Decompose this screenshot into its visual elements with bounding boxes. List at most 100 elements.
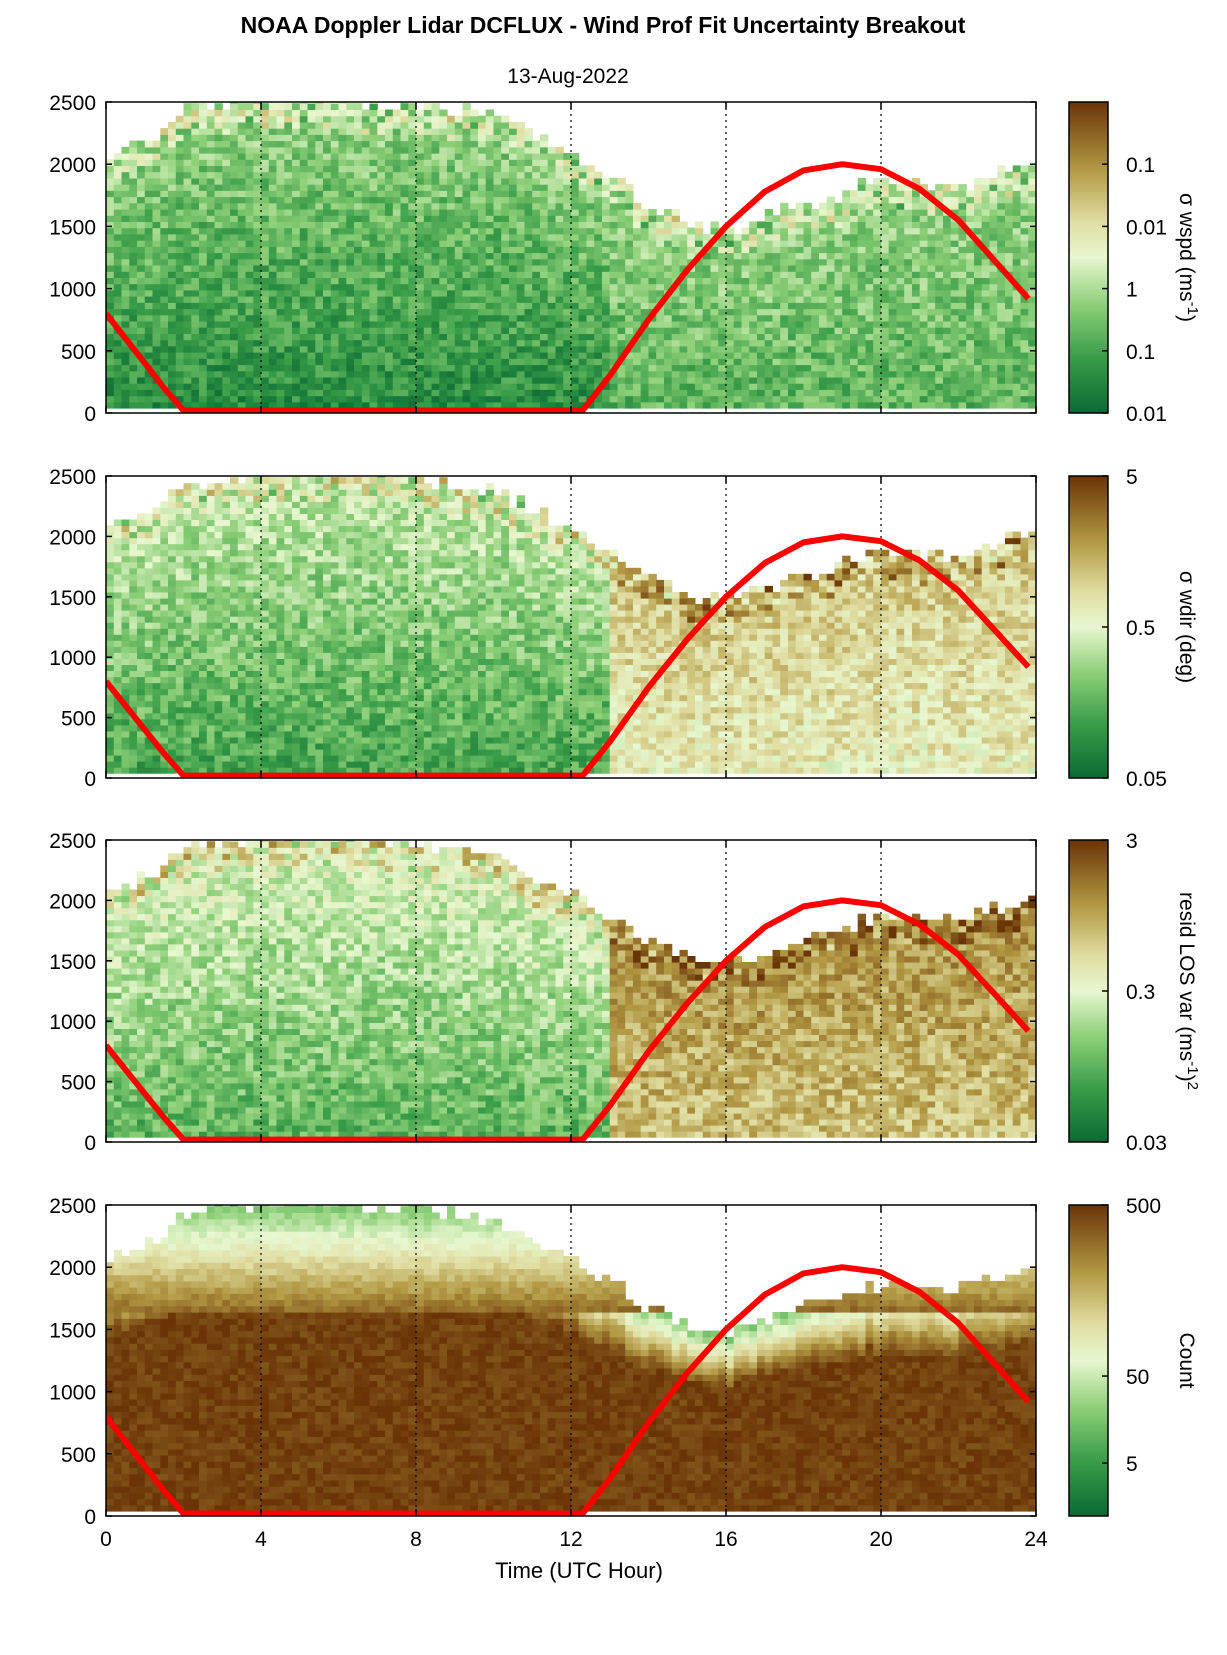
heatmap-cell — [501, 271, 510, 278]
heatmap-cell — [617, 177, 626, 185]
heatmap-cell — [819, 202, 828, 210]
heatmap-cell — [199, 240, 208, 247]
heatmap-cell — [509, 215, 518, 222]
heatmap-cell — [997, 190, 1006, 198]
heatmap-cell — [501, 190, 510, 198]
heatmap-cell — [772, 358, 781, 366]
heatmap-cell — [625, 289, 634, 297]
heatmap-cell — [338, 240, 347, 247]
heatmap-cell — [408, 345, 417, 353]
heatmap-cell — [788, 252, 797, 260]
heatmap-cell — [175, 296, 185, 303]
heatmap-cell — [354, 246, 363, 254]
heatmap-cell — [206, 146, 216, 154]
heatmap-cell — [664, 233, 673, 241]
heatmap-cell — [222, 345, 231, 353]
heatmap-cell — [454, 395, 464, 403]
heatmap-cell — [501, 314, 510, 322]
heatmap-cell — [1020, 171, 1029, 179]
heatmap-cell — [997, 395, 1006, 403]
heatmap-cell — [400, 289, 409, 297]
heatmap-cell — [199, 389, 208, 397]
heatmap-cell — [997, 202, 1006, 210]
heatmap-cell — [586, 289, 595, 297]
heatmap-cell — [470, 171, 479, 179]
heatmap-cell — [602, 333, 611, 341]
heatmap-cell — [307, 289, 316, 297]
heatmap-cell — [121, 302, 130, 310]
heatmap-cell — [710, 277, 719, 285]
heatmap-cell — [183, 140, 192, 148]
heatmap-cell — [679, 221, 688, 229]
heatmap-cell — [857, 370, 866, 378]
heatmap-cell — [323, 202, 332, 210]
heatmap-cell — [1028, 221, 1036, 229]
heatmap-cell — [586, 401, 595, 409]
heatmap-cell — [400, 128, 409, 135]
heatmap-cell — [106, 277, 115, 285]
heatmap-cell — [888, 352, 897, 359]
heatmap-cell — [617, 184, 626, 191]
heatmap-cell — [416, 215, 425, 222]
heatmap-cell — [330, 246, 340, 254]
heatmap-cell — [795, 376, 804, 384]
heatmap-cell — [369, 227, 378, 235]
heatmap-cell — [423, 383, 433, 390]
heatmap-cell — [392, 227, 402, 235]
heatmap-cell — [702, 345, 711, 353]
heatmap-cell — [439, 345, 448, 353]
heatmap-cell — [749, 296, 758, 303]
heatmap-cell — [842, 364, 851, 372]
heatmap-cell — [834, 215, 843, 222]
heatmap-cell — [144, 227, 154, 235]
heatmap-cell — [950, 320, 959, 328]
heatmap-cell — [408, 376, 417, 384]
figure-date: 13-Aug-2022 — [507, 65, 628, 88]
heatmap-cell — [555, 302, 564, 310]
heatmap-cell — [671, 352, 680, 359]
heatmap-cell — [640, 215, 649, 222]
heatmap-cell — [237, 240, 247, 247]
heatmap-cell — [439, 277, 448, 285]
heatmap-cell — [989, 271, 998, 278]
heatmap-cell — [400, 146, 409, 154]
heatmap-cell — [408, 196, 417, 204]
heatmap-cell — [950, 395, 959, 403]
heatmap-cell — [524, 252, 533, 260]
heatmap-cell — [532, 389, 541, 397]
heatmap-cell — [416, 352, 425, 359]
heatmap-cell — [330, 146, 340, 154]
heatmap-cell — [354, 153, 363, 160]
heatmap-cell — [850, 383, 859, 390]
heatmap-cell — [292, 339, 301, 347]
heatmap-cell — [749, 283, 758, 291]
heatmap-cell — [524, 333, 533, 341]
heatmap-cell — [617, 221, 626, 229]
heatmap-cell — [299, 265, 309, 272]
heatmap-cell — [299, 395, 309, 403]
heatmap-cell — [121, 227, 130, 235]
heatmap-cell — [253, 352, 262, 359]
heatmap-cell — [385, 190, 394, 198]
heatmap-cell — [338, 196, 347, 204]
heatmap-cell — [718, 289, 727, 297]
heatmap-cell — [834, 227, 843, 235]
heatmap-cell — [129, 376, 138, 384]
heatmap-cell — [168, 339, 177, 347]
heatmap-cell — [571, 221, 580, 229]
heatmap-cell — [416, 171, 425, 179]
heatmap-cell — [540, 358, 549, 366]
heatmap-cell — [408, 134, 417, 142]
heatmap-cell — [462, 308, 471, 316]
heatmap-cell — [958, 240, 967, 247]
heatmap-cell — [354, 339, 363, 347]
heatmap-cell — [919, 289, 928, 297]
heatmap-cell — [408, 202, 417, 210]
heatmap-cell — [361, 314, 371, 322]
heatmap-cell — [113, 767, 123, 774]
heatmap-cell — [881, 283, 890, 291]
heatmap-cell — [284, 177, 293, 185]
heatmap-cell — [896, 233, 905, 241]
heatmap-cell — [881, 370, 890, 378]
heatmap-cell — [245, 233, 254, 241]
